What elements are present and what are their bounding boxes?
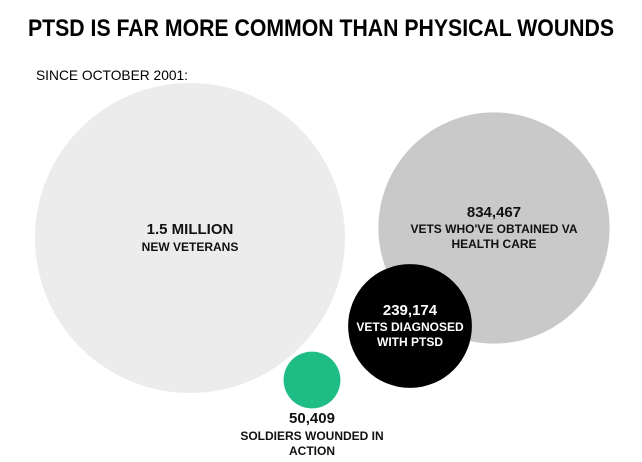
category-label: NEW VETERANS: [141, 239, 239, 254]
bubble-label: 50,409 SOLDIERS WOUNDED IN ACTION: [227, 410, 397, 459]
value-label: 239,174: [382, 301, 438, 319]
bubble: [35, 83, 345, 393]
bubble-label: 834,467 VETS WHO'VE OBTAINED VA HEALTH CA…: [399, 204, 589, 253]
bubble: [348, 264, 472, 388]
bubble: [283, 351, 341, 409]
category-label: VETS DIAGNOSED WITH PTSD: [356, 320, 464, 350]
chart-title: PTSD IS FAR MORE COMMON THAN PHYSICAL WO…: [28, 15, 614, 42]
bubble-label: 1.5 MILLION NEW VETERANS: [90, 221, 290, 255]
value-label: 834,467: [466, 203, 522, 221]
value-label: 1.5 MILLION: [146, 221, 234, 238]
category-label: VETS WHO'VE OBTAINED VA HEALTH CARE: [410, 222, 578, 252]
chart-subtitle: SINCE OCTOBER 2001:: [36, 67, 188, 83]
value-label: 50,409: [289, 410, 335, 428]
bubble-label: 239,174 VETS DIAGNOSED WITH PTSD: [348, 302, 473, 351]
category-label: SOLDIERS WOUNDED IN ACTION: [240, 429, 384, 459]
